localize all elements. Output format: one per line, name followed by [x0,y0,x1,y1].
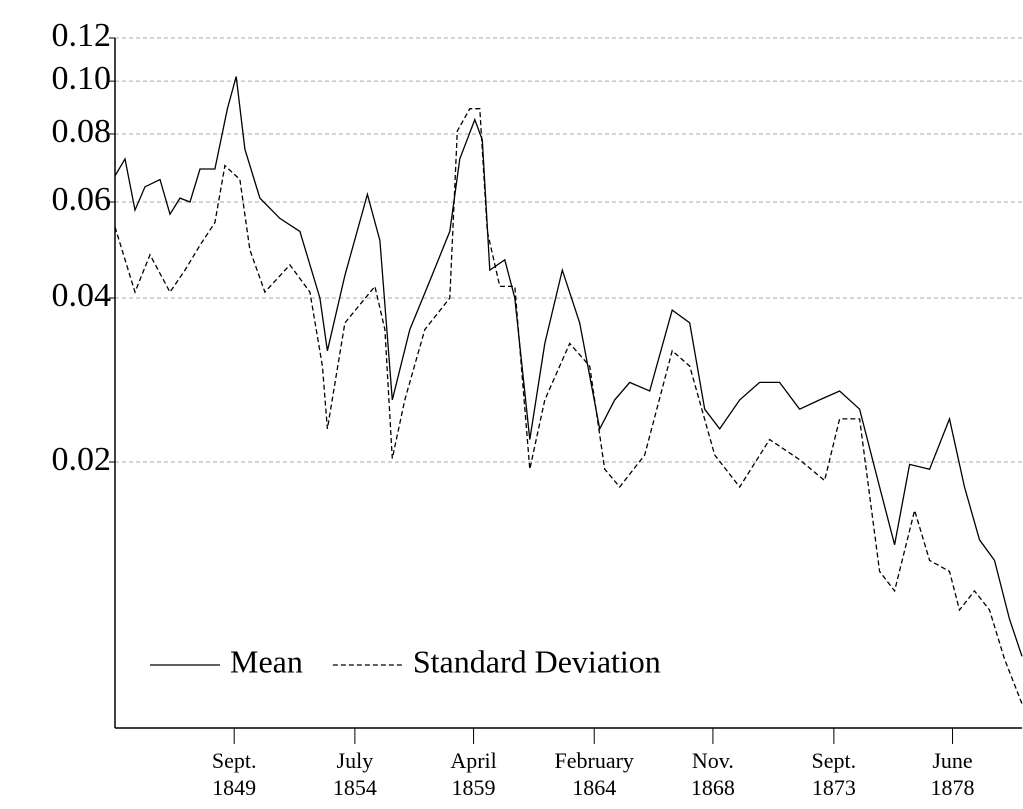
x-tick-label: Nov. 1868 [691,748,735,800]
series-line [114,76,1023,657]
x-tick-label: July 1854 [333,748,377,800]
y-tick-label: 0.02 [52,441,112,478]
x-tick-label: June 1878 [931,748,975,800]
y-tick-label: 0.06 [52,181,112,218]
y-tick-label: 0.10 [52,60,112,97]
x-tick-label: February 1864 [555,748,634,800]
y-tick-label: 0.12 [52,17,112,54]
y-tick-label: 0.04 [52,277,112,314]
x-tick-label: Sept. 1873 [812,748,857,800]
x-tick-label: Sept. 1849 [212,748,257,800]
y-tick-label: 0.08 [52,113,112,150]
series-line [114,108,1023,705]
legend-label: Mean [230,643,303,679]
x-tick-label: April 1859 [450,748,496,800]
legend-label: Standard Deviation [413,643,661,679]
